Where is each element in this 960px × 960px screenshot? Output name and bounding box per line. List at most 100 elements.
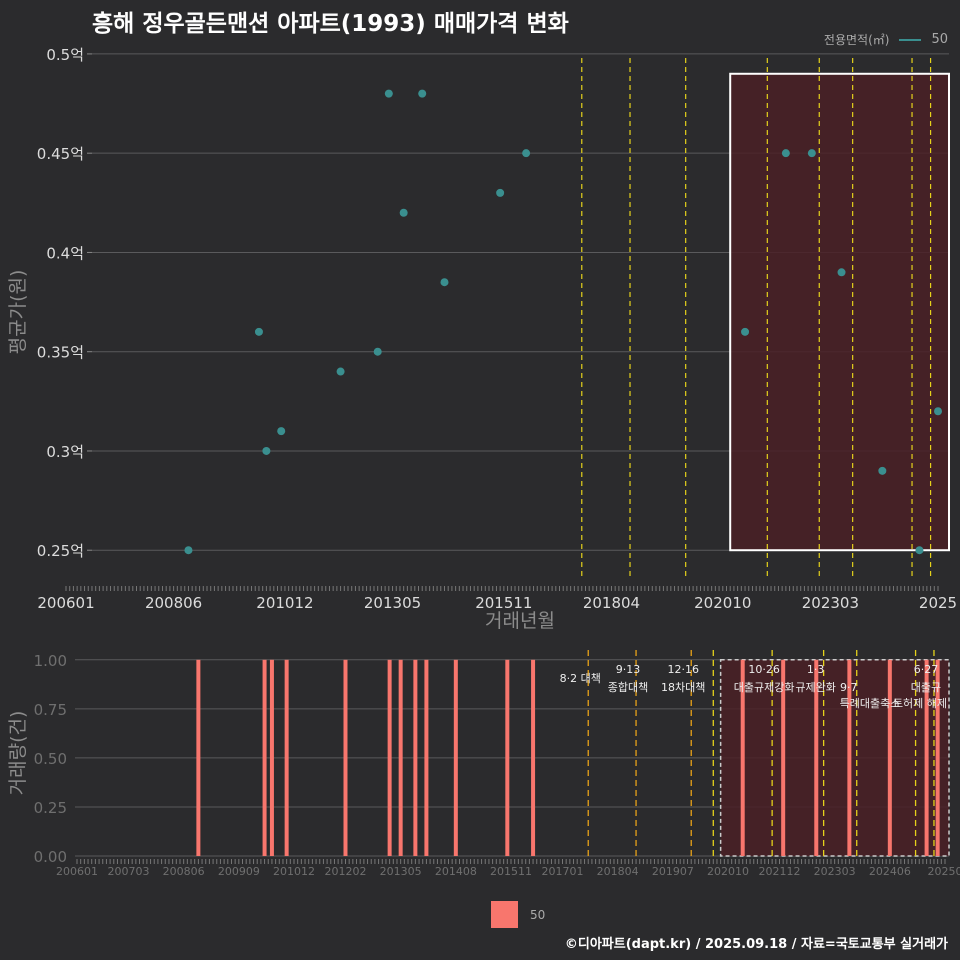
x-tick-label: 201012 [256,594,313,612]
x-tick-label: 201701 [541,865,583,878]
bar [269,659,274,856]
y-tick-label: 0.35억 [37,344,84,362]
data-point [440,278,449,287]
y-tick-label: 0.75 [34,701,67,719]
x-tick-label: 201305 [364,594,421,612]
bar [814,659,819,856]
legend-line-icon [899,38,922,41]
bar [740,659,745,856]
data-point [184,546,193,555]
x-tick-label: 201305 [380,865,422,878]
bar [284,659,289,856]
policy-sub-label: 9·7 [840,681,858,694]
y-tick-label: 1.00 [34,652,67,670]
x-tick-label: 202010 [707,865,749,878]
data-point [254,327,263,336]
x-tick-label: 20250 [928,865,960,878]
policy-label: 8·2 대책 [560,672,601,685]
bar [887,659,892,856]
data-point [741,327,750,336]
legend-swatch-icon [491,901,518,928]
highlight-box [719,659,950,857]
x-tick-label: 201202 [324,865,366,878]
policy-label: 9·13 [616,663,641,676]
policy-extra-label: 특례대출축소 [840,697,901,710]
bar [847,659,852,856]
x-tick-label: 201511 [490,865,532,878]
y-tick-label: 0.50 [34,750,67,768]
y-tick-label: 0.25억 [37,542,84,560]
bar [398,659,403,856]
x-tick-label: 200601 [37,594,94,612]
bar [387,659,392,856]
y-tick-label: 0.4억 [46,244,84,262]
bar [531,659,536,856]
legend-title: 전용면적(㎡) [823,33,890,47]
bar [424,659,429,856]
x-tick-label: 201804 [583,594,640,612]
x-tick-label: 200703 [107,865,149,878]
y-axis-label: 평균가(원) [7,270,29,355]
x-tick-label: 202303 [802,594,859,612]
bar [196,659,201,856]
page-title: 흥해 정우골든맨션 아파트(1993) 매매가격 변화 [92,11,569,37]
x-tick-label: 201907 [652,865,694,878]
policy-sub-label: 종합대책 [608,681,648,694]
data-point [277,427,286,436]
y-tick-label: 0.45억 [37,145,84,163]
data-point [837,268,846,277]
data-point [781,149,790,158]
policy-sub-label: 18차대책 [661,681,705,694]
y-axis-label: 거래량(건) [7,711,29,796]
x-tick-label: 200601 [56,865,98,878]
x-axis-label: 거래년월 [485,610,555,632]
data-point [496,188,505,197]
data-point [336,367,345,376]
data-point [399,208,408,217]
y-tick-label: 0.5억 [46,46,84,64]
x-tick-label: 200806 [163,865,205,878]
bar [453,659,458,856]
x-tick-label: 201511 [475,594,532,612]
policy-label: 10·26 [748,663,780,676]
legend-bottom: 50 [491,901,545,928]
y-tick-label: 0.00 [34,848,67,866]
y-tick-label: 0.3억 [46,443,84,461]
legend-top: 전용면적(㎡) 50 [824,31,948,48]
source-caption: ©디아파트(dapt.kr) / 2025.09.18 / 자료=국토교통부 실… [564,937,948,952]
y-tick-label: 0.25 [34,799,67,817]
x-tick-label: 202010 [694,594,751,612]
policy-sub-label: 대출규제강화 [734,681,795,694]
data-point [934,407,942,416]
x-tick-label: 200806 [145,594,202,612]
data-point [373,347,382,356]
bar [343,659,348,856]
policy-label: 12·16 [667,663,699,676]
x-tick-label: 202406 [869,865,911,878]
data-point [418,89,427,98]
bar [262,659,267,856]
policy-label: 1·3 [807,663,825,676]
x-tick-label: 202112 [758,865,800,878]
data-point [262,446,271,455]
data-point [878,466,887,475]
data-point [915,546,924,555]
bar [924,659,929,856]
legend-bottom-label: 50 [530,907,546,922]
bar [505,659,510,856]
x-tick-label: 202303 [814,865,856,878]
policy-label: 6·27 [914,663,939,676]
x-tick-label: 200909 [218,865,260,878]
bar [781,659,786,856]
data-point [807,149,816,158]
bar [935,659,940,856]
x-tick-label: 201408 [435,865,477,878]
policy-sub-label: 규제완화 [795,681,835,694]
x-tick-label: 2025 [919,594,957,612]
legend-label: 50 [931,32,948,47]
data-point [522,149,531,158]
x-tick-label: 201012 [273,865,315,878]
bar [413,659,418,856]
policy-extra-label: 토허제 해제 [893,696,947,710]
